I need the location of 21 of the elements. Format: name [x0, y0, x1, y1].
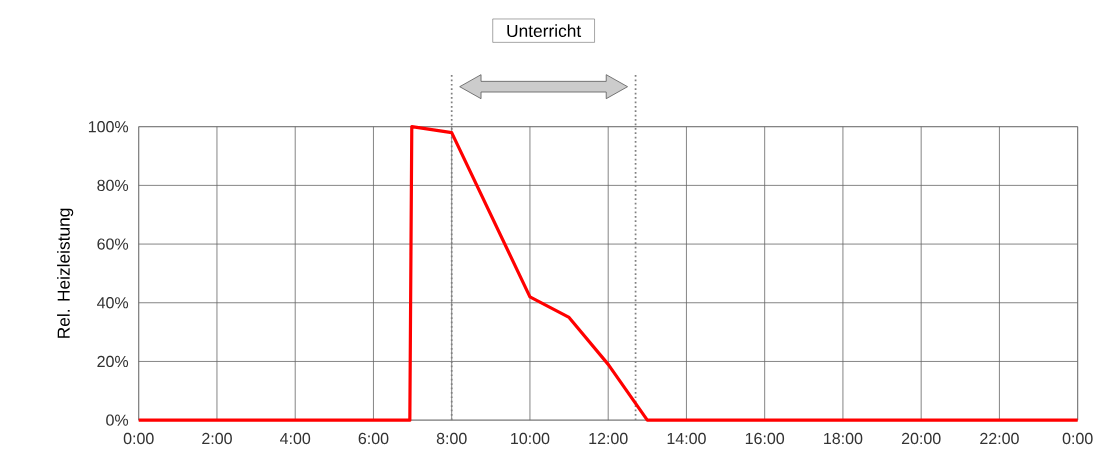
x-tick-label: 10:00 [511, 432, 550, 445]
x-tick-label: 6:00 [358, 432, 389, 445]
x-tick-label: 18:00 [824, 432, 863, 445]
y-tick-label: 100% [88, 120, 129, 133]
y-axis-title: Rel. Heizleistung [57, 208, 74, 338]
y-tick-label: 20% [97, 355, 129, 368]
x-tick-label: 14:00 [667, 432, 706, 445]
text: Unterricht [507, 24, 582, 37]
x-tick-label: 12:00 [589, 432, 628, 445]
x-tick-label: 0:00 [1062, 432, 1093, 445]
y-tick-label: 60% [97, 238, 129, 250]
x-tick-label: 0:00 [123, 432, 154, 445]
x-tick-label: 22:00 [980, 432, 1019, 445]
y-tick-label: 40% [97, 297, 129, 309]
x-tick-label: 4:00 [280, 432, 311, 445]
x-tick-label: 16:00 [745, 432, 785, 445]
x-tick-label: 20:00 [901, 432, 941, 445]
y-tick-label: 0% [106, 414, 129, 426]
x-tick-label: 2:00 [202, 432, 232, 445]
x-tick-label: 8:00 [436, 432, 467, 445]
y-tick-label: 80% [97, 179, 129, 191]
